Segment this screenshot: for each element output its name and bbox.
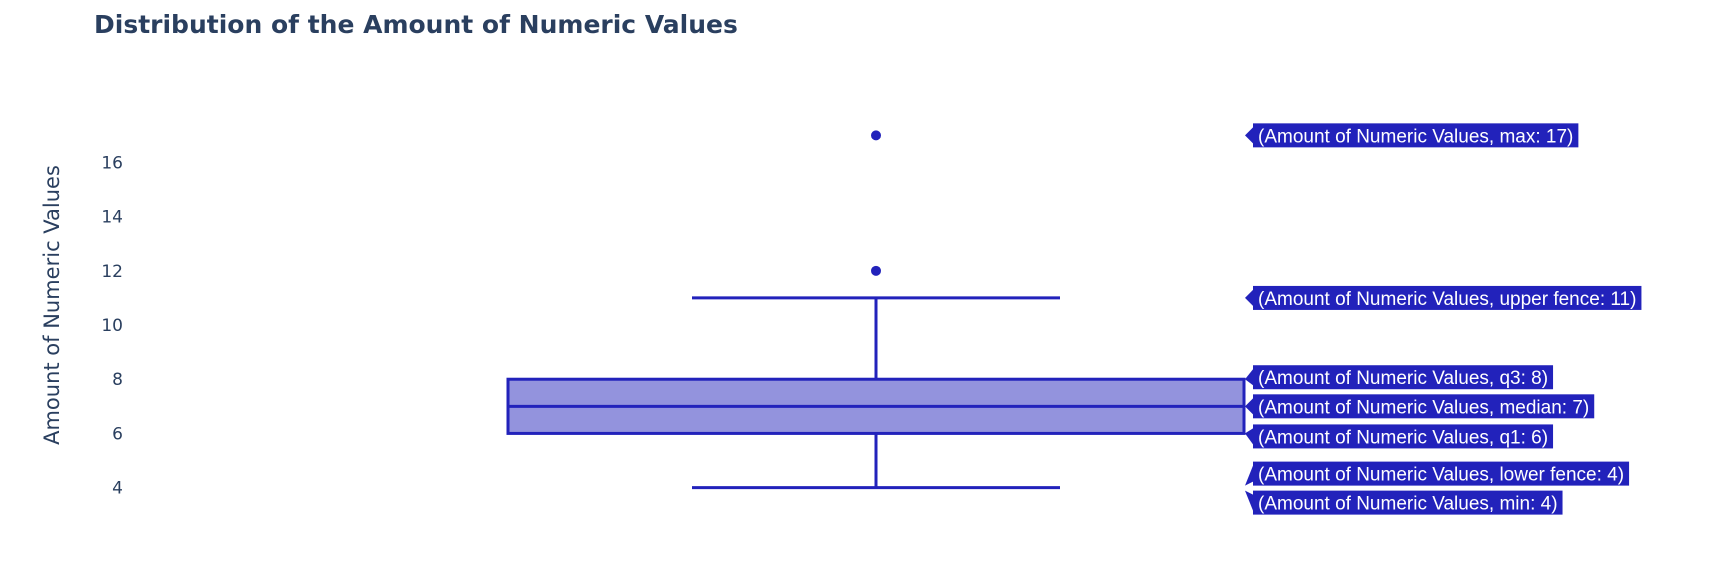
hover-label-pointer: [1245, 369, 1253, 386]
y-tick-label: 14: [101, 208, 123, 228]
hover-label-background: [1253, 123, 1579, 148]
hover-label-background: [1253, 424, 1554, 449]
hover-label-text: (Amount of Numeric Values, lower fence: …: [1258, 465, 1624, 486]
hover-label-pointer: [1245, 127, 1253, 144]
hover-label-pointer: [1245, 289, 1253, 306]
hover-label-pointer: [1245, 428, 1253, 445]
y-tick-label: 6: [112, 424, 123, 444]
hover-label-pointer: [1245, 465, 1253, 486]
hover-label-lower-fence: (Amount of Numeric Values, lower fence: …: [1245, 461, 1630, 486]
hover-label-max: (Amount of Numeric Values, max: 17): [1245, 123, 1579, 148]
y-tick-label: 16: [101, 153, 123, 173]
chart-title: Distribution of the Amount of Numeric Va…: [94, 10, 738, 39]
hover-label-text: (Amount of Numeric Values, q1: 6): [1258, 427, 1548, 448]
hover-label-upper-fence: (Amount of Numeric Values, upper fence: …: [1245, 285, 1642, 310]
hover-label-q3: (Amount of Numeric Values, q3: 8): [1245, 365, 1554, 390]
hover-label-background: [1253, 394, 1595, 419]
y-tick-label: 10: [101, 316, 123, 336]
hover-label-min: (Amount of Numeric Values, min: 4): [1245, 490, 1563, 515]
hover-label-text: (Amount of Numeric Values, min: 4): [1258, 494, 1558, 515]
y-axis-label: Amount of Numeric Values: [40, 165, 64, 445]
hover-label-text: (Amount of Numeric Values, q3: 8): [1258, 368, 1548, 389]
hover-label-text: (Amount of Numeric Values, max: 17): [1258, 126, 1573, 147]
hover-label-text: (Amount of Numeric Values, median: 7): [1258, 397, 1589, 418]
hover-label-text: (Amount of Numeric Values, upper fence: …: [1258, 289, 1636, 310]
hover-label-pointer: [1245, 398, 1253, 415]
y-tick-label: 12: [101, 262, 123, 282]
hover-label-background: [1253, 490, 1563, 515]
hover-label-pointer: [1245, 490, 1253, 511]
outlier-point: [871, 265, 881, 276]
outlier-point: [871, 130, 881, 141]
hover-label-q1: (Amount of Numeric Values, q1: 6): [1245, 424, 1554, 449]
hover-label-background: [1253, 285, 1642, 310]
y-tick-label: 4: [112, 479, 123, 499]
y-tick-label: 8: [112, 370, 123, 390]
hover-label-background: [1253, 461, 1630, 486]
hover-label-median: (Amount of Numeric Values, median: 7): [1245, 394, 1595, 419]
hover-label-background: [1253, 365, 1554, 390]
